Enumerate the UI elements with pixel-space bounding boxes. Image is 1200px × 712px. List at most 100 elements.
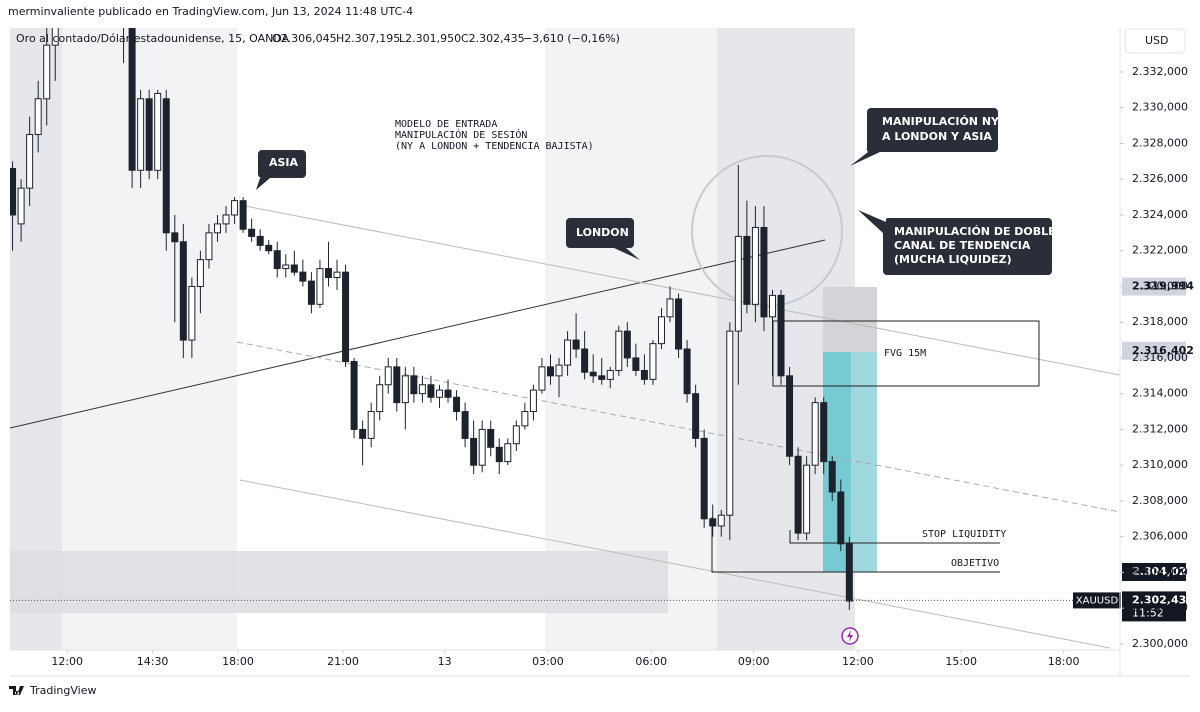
candle-body [401, 375, 409, 404]
candle-body [495, 446, 503, 463]
candle-body [657, 316, 665, 345]
candle-body [10, 167, 17, 216]
candle-body [700, 437, 708, 520]
candle-body [256, 235, 264, 246]
candle-body [666, 298, 674, 318]
candle-body [675, 298, 683, 350]
candle-body [444, 389, 452, 398]
candle-body [171, 232, 179, 243]
candle-body [768, 294, 776, 318]
candle-body [777, 294, 785, 377]
callout-shape [858, 210, 1052, 275]
candle-body [213, 223, 221, 234]
candle-body [222, 214, 230, 225]
candle-body [683, 348, 691, 395]
callout-channel: MANIPULACIÓN DE DOBLE CANAL DE TENDENCIA… [858, 210, 1056, 275]
channel-line [239, 479, 1111, 649]
y-tick-label: 2.326,000 [1132, 172, 1188, 185]
callout-shape [256, 150, 306, 190]
x-tick-label: 09:00 [738, 655, 770, 668]
candle-body [512, 425, 520, 445]
candle-body [581, 348, 589, 373]
y-tick-label: 2.312,000 [1132, 422, 1188, 435]
currency-box[interactable] [1124, 28, 1186, 54]
candle-body [342, 271, 350, 363]
x-tick-label: 18:00 [222, 655, 254, 668]
candle-body [299, 271, 307, 282]
price-badge [1122, 341, 1186, 360]
target-zone-filled [823, 352, 851, 572]
candle-body [820, 402, 828, 463]
candle-body [726, 330, 734, 516]
candle-body [154, 92, 162, 171]
candle-body [145, 98, 153, 171]
candle-body [555, 364, 563, 377]
callout-text: A LONDON Y ASIA [882, 130, 992, 143]
y-tick-label: 2.300,000 [1132, 637, 1188, 650]
x-tick-label: 14:30 [137, 655, 169, 668]
candle-body [470, 437, 478, 466]
callout-text: (MUCHA LIQUIDEZ) [894, 253, 1012, 266]
x-tick-label: 18:00 [1048, 655, 1080, 668]
y-tick-label: 2.302,000 [1132, 601, 1188, 614]
candle-body [504, 443, 512, 463]
price-badges: 2.319,9942.316,4022.304,026XAUUSD11:522.… [10, 277, 1194, 622]
candle-body [205, 232, 213, 261]
callout-text: MANIPULACIÓN DE DOBLE [894, 225, 1056, 238]
candle-body [137, 98, 145, 171]
candle-body [734, 235, 742, 332]
x-tick-label: 21:00 [327, 655, 359, 668]
candle-body [196, 259, 204, 287]
model-note: MODELO DE ENTRADA [395, 119, 497, 130]
model-note: (NY A LONDON + TENDENCIA BAJISTA) [395, 141, 594, 152]
price-badge-label: 2.316,402 [1132, 344, 1194, 357]
candle-body [794, 455, 802, 534]
alert-icon-bolt [847, 630, 853, 642]
callout-text: ASIA [269, 156, 299, 169]
candle-body [265, 244, 273, 252]
currency[interactable]: USD [1145, 34, 1169, 47]
x-tick-label: 12:00 [51, 655, 83, 668]
session-band [545, 28, 717, 650]
candle-body [487, 428, 495, 448]
y-tick-label: 2.318,000 [1132, 315, 1188, 328]
callout-text: MANIPULACIÓN NY [882, 115, 1000, 128]
y-tick-label: 2.322,000 [1132, 244, 1188, 257]
candle-body [427, 384, 435, 398]
candle-body [760, 226, 768, 318]
candle-body [248, 228, 256, 237]
callout-text: CANAL DE TENDENCIA [894, 239, 1031, 252]
candle-body [751, 226, 759, 305]
y-tick-label: 2.324,000 [1132, 208, 1188, 221]
x-tick-label: 03:00 [532, 655, 564, 668]
ohlc-open: O2.306,045 [272, 32, 337, 45]
candle-body [376, 384, 384, 413]
brand-logo [9, 686, 24, 695]
candle-body [811, 402, 819, 466]
candle-body [529, 389, 537, 413]
candle-body [845, 543, 853, 602]
candle-body [393, 366, 401, 404]
symbol-line: Oro al contado/Dólar estadounidense, 15,… [16, 32, 290, 45]
countdown: 11:52 [1132, 606, 1164, 619]
trend-line [10, 239, 826, 429]
fvg-box [772, 320, 1040, 387]
candle-body [649, 343, 657, 380]
candle-body [453, 396, 461, 413]
candle-body [589, 371, 597, 377]
price-badge [1122, 277, 1186, 296]
candles [10, 28, 853, 610]
x-tick-label: 06:00 [635, 655, 667, 668]
ohlc-high: H2.307,195 [336, 32, 400, 45]
publisher: merminvaliente publicado en TradingView.… [8, 5, 413, 18]
price-badge-label: 2.304,026 [1132, 565, 1194, 578]
y-tick-label: 2.330,000 [1132, 101, 1188, 114]
y-tick-label: 2.308,000 [1132, 494, 1188, 507]
candle-body [188, 285, 196, 341]
candle-body [26, 134, 34, 189]
candle-body [350, 361, 358, 430]
y-tick-label: 2.332,000 [1132, 65, 1188, 78]
candle-body [179, 241, 187, 341]
callout-shape [850, 108, 998, 166]
